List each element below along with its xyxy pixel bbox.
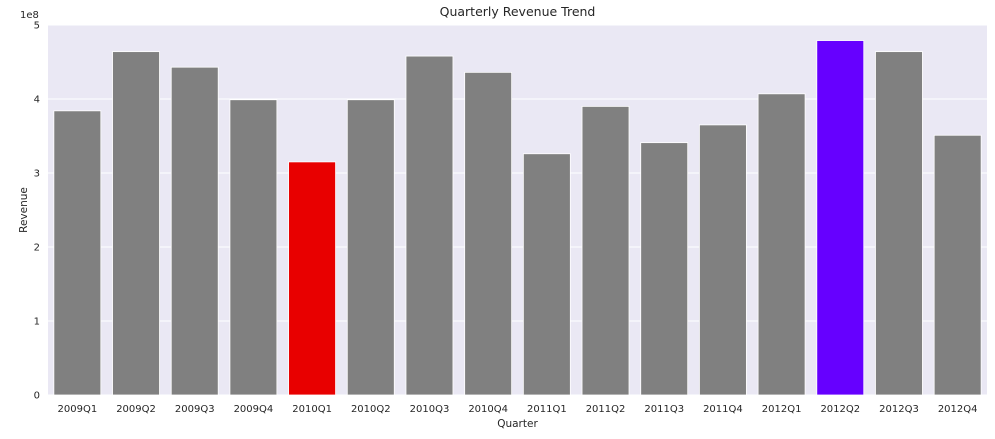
y-axis-scale-label: 1e8 — [20, 10, 39, 21]
bar-2012Q3 — [875, 51, 923, 396]
x-tick-labels: 2009Q1 2009Q2 2009Q3 2009Q4 2010Q1 2010Q2 2010… — [58, 404, 978, 415]
x-tick-label: 2010Q4 — [468, 404, 508, 415]
x-tick-label: 2012Q2 — [820, 404, 860, 415]
x-tick-label: 2009Q2 — [116, 404, 156, 415]
x-tick-label: 2011Q2 — [586, 404, 626, 415]
x-tick-label: 2011Q1 — [527, 404, 567, 415]
bars — [53, 40, 982, 396]
bar-2010Q4 — [464, 71, 513, 396]
x-tick-label: 2011Q3 — [644, 404, 684, 415]
y-tick-label: 0 — [34, 391, 40, 402]
x-tick-label: 2009Q4 — [234, 404, 274, 415]
x-tick-label: 2009Q1 — [58, 404, 98, 415]
chart-title: Quarterly Revenue Trend — [440, 4, 596, 19]
bar-2011Q2 — [581, 106, 630, 396]
bar-2011Q4 — [699, 124, 747, 396]
y-tick-label: 3 — [34, 169, 40, 180]
x-tick-label: 2009Q3 — [175, 404, 215, 415]
bar-2011Q1 — [522, 153, 571, 396]
x-tick-label: 2012Q4 — [938, 404, 978, 415]
y-axis-title: Revenue — [18, 187, 30, 233]
y-tick-labels: 0 1 2 3 4 5 — [34, 21, 40, 402]
x-tick-label: 2010Q1 — [292, 404, 332, 415]
x-tick-label: 2012Q1 — [762, 404, 802, 415]
x-axis-title: Quarter — [497, 418, 538, 430]
bar-2011Q3 — [640, 142, 689, 396]
bar-2012Q1 — [757, 93, 806, 396]
bar-2009Q2 — [112, 51, 160, 396]
bar-2010Q1 — [288, 161, 336, 396]
y-tick-label: 2 — [34, 243, 40, 254]
x-tick-label: 2010Q3 — [410, 404, 450, 415]
bar-2009Q3 — [170, 66, 219, 396]
x-tick-label: 2010Q2 — [351, 404, 391, 415]
bar-2010Q3 — [405, 55, 454, 396]
y-tick-label: 1 — [34, 317, 40, 328]
bar-2009Q1 — [53, 110, 102, 396]
bar-2009Q4 — [229, 99, 278, 396]
x-tick-label: 2012Q3 — [879, 404, 919, 415]
bar-2010Q2 — [346, 99, 395, 396]
y-tick-label: 4 — [34, 95, 40, 106]
bar-2012Q2 — [816, 40, 865, 396]
y-tick-label: 5 — [34, 21, 40, 32]
x-tick-label: 2011Q4 — [703, 404, 743, 415]
bar-2012Q4 — [933, 134, 982, 396]
